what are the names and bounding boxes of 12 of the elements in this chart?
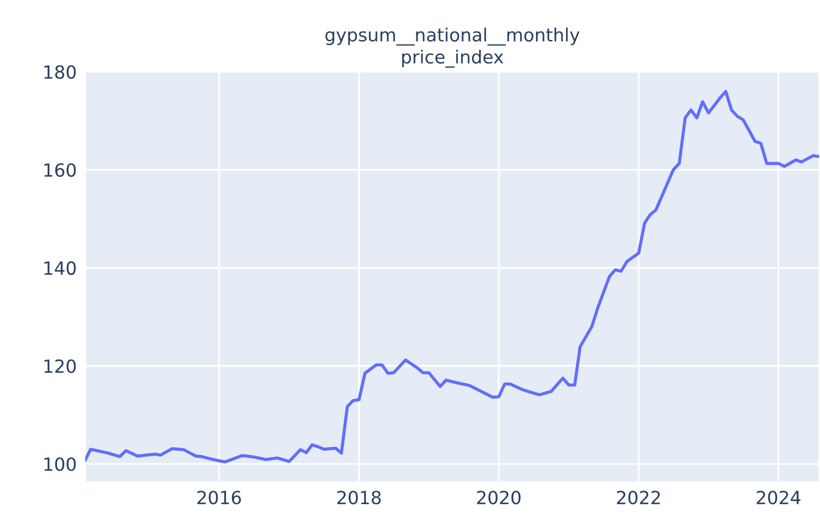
x-tick-label: 2018 — [337, 490, 381, 504]
y-tick-label: 120 — [44, 359, 76, 373]
y-tick-label: 180 — [44, 65, 76, 79]
y-tick-label: 140 — [44, 261, 76, 275]
line-series — [85, 90, 820, 464]
x-tick-label: 2016 — [197, 490, 241, 504]
x-tick-label: 2020 — [477, 490, 521, 504]
x-tick-label: 2024 — [756, 490, 800, 504]
x-tick-label: 2022 — [617, 490, 660, 504]
y-tick-label: 160 — [44, 163, 76, 177]
y-tick-label: 100 — [44, 457, 76, 472]
chart-title: gypsum__national__monthly price_index — [325, 28, 580, 68]
